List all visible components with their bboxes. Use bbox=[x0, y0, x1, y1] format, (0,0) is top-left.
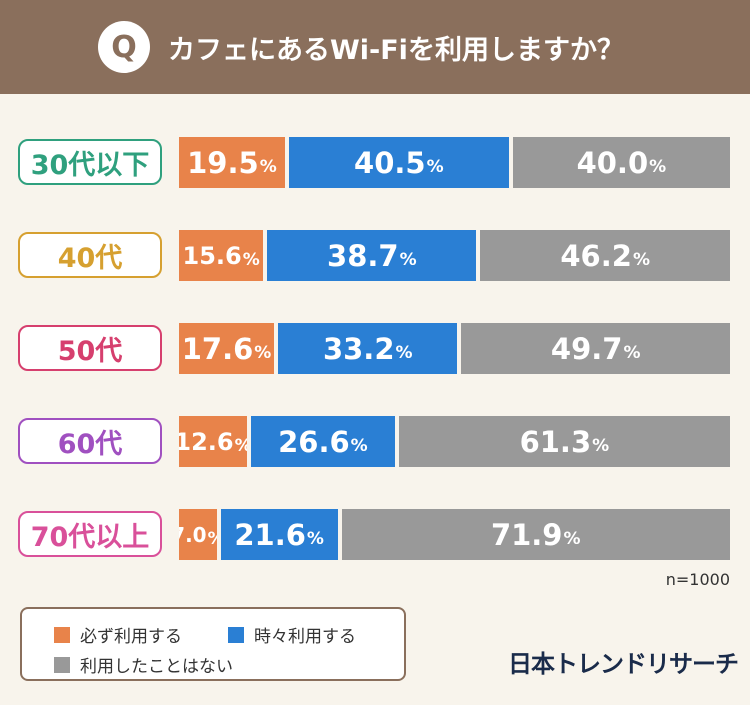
data-label-value: 71.9 bbox=[490, 517, 563, 552]
data-label-value: 40.5 bbox=[354, 145, 426, 180]
data-label-value: 12.6 bbox=[179, 427, 234, 456]
data-label-unit: % bbox=[563, 528, 581, 549]
bar-segment-always: 17.6% bbox=[179, 323, 275, 374]
legend-swatch-always bbox=[54, 626, 70, 643]
legend-item-never: 利用したことはない bbox=[54, 652, 233, 677]
data-label-value: 61.3 bbox=[519, 424, 592, 459]
bar-segment-never: 40.0% bbox=[512, 137, 730, 188]
bar-segment-never: 46.2% bbox=[480, 230, 730, 281]
data-label-value: 40.0 bbox=[576, 145, 649, 180]
bar-segment-always: 7.0% bbox=[179, 509, 217, 560]
data-label-value: 7.0 bbox=[179, 522, 207, 547]
legend-item-always: 必ず利用する bbox=[54, 622, 182, 647]
bar-segment-never: 71.9% bbox=[341, 509, 730, 560]
data-label-value: 26.6 bbox=[278, 424, 350, 459]
data-label-unit: % bbox=[259, 156, 277, 177]
data-label-unit: % bbox=[242, 249, 260, 270]
data-label-unit: % bbox=[235, 436, 247, 456]
category-label: 30代以下 bbox=[18, 139, 162, 185]
bar-segment-sometimes: 38.7% bbox=[267, 230, 477, 281]
data-label-unit: % bbox=[632, 249, 650, 270]
data-label-unit: % bbox=[350, 435, 368, 456]
bar-segment-never: 49.7% bbox=[461, 323, 730, 374]
legend-label-never: 利用したことはない bbox=[80, 657, 233, 677]
legend-swatch-never bbox=[54, 656, 70, 673]
category-label: 50代 bbox=[18, 325, 162, 371]
legend-label-sometimes: 時々利用する bbox=[254, 627, 356, 647]
legend-label-always: 必ず利用する bbox=[80, 627, 182, 647]
data-label-value: 17.6 bbox=[181, 331, 254, 366]
bar-segment-always: 12.6% bbox=[179, 416, 248, 467]
data-label-value: 46.2 bbox=[560, 238, 632, 273]
data-label-unit: % bbox=[306, 528, 324, 549]
legend: 必ず利用する 時々利用する 利用したことはない bbox=[20, 607, 406, 681]
data-label-value: 38.7 bbox=[327, 238, 399, 273]
data-label-unit: % bbox=[254, 342, 272, 363]
data-label-unit: % bbox=[649, 156, 667, 177]
bar-segment-sometimes: 26.6% bbox=[251, 416, 395, 467]
data-label-unit: % bbox=[623, 342, 641, 363]
brand-logo: 日本トレンドリサーチ bbox=[508, 650, 739, 678]
bar-segment-sometimes: 21.6% bbox=[220, 509, 338, 560]
data-label-value: 33.2 bbox=[322, 331, 395, 366]
legend-swatch-sometimes bbox=[228, 626, 244, 643]
bar-segment-always: 19.5% bbox=[179, 137, 285, 188]
question-badge: Q bbox=[98, 21, 150, 73]
header-banner: Q カフェにあるWi-Fiを利用しますか？ bbox=[0, 0, 750, 94]
data-label-unit: % bbox=[399, 249, 417, 270]
page-title: カフェにあるWi-Fiを利用しますか？ bbox=[168, 34, 624, 66]
data-label-value: 19.5 bbox=[187, 145, 259, 180]
legend-item-sometimes: 時々利用する bbox=[228, 622, 356, 647]
category-label: 60代 bbox=[18, 418, 162, 464]
bar-segment-sometimes: 40.5% bbox=[288, 137, 509, 188]
data-label-unit: % bbox=[426, 156, 444, 177]
data-label-value: 21.6 bbox=[234, 517, 306, 552]
data-label-unit: % bbox=[208, 529, 217, 549]
bar-segment-never: 61.3% bbox=[398, 416, 730, 467]
category-label: 40代 bbox=[18, 232, 162, 278]
data-label-unit: % bbox=[395, 342, 413, 363]
data-label-value: 15.6 bbox=[182, 241, 242, 270]
sample-size-note: n=1000 bbox=[665, 570, 730, 589]
category-label: 70代以上 bbox=[18, 511, 162, 557]
bar-segment-sometimes: 33.2% bbox=[278, 323, 458, 374]
bar-segment-always: 15.6% bbox=[179, 230, 264, 281]
data-label-value: 49.7 bbox=[550, 331, 623, 366]
data-label-unit: % bbox=[592, 435, 610, 456]
